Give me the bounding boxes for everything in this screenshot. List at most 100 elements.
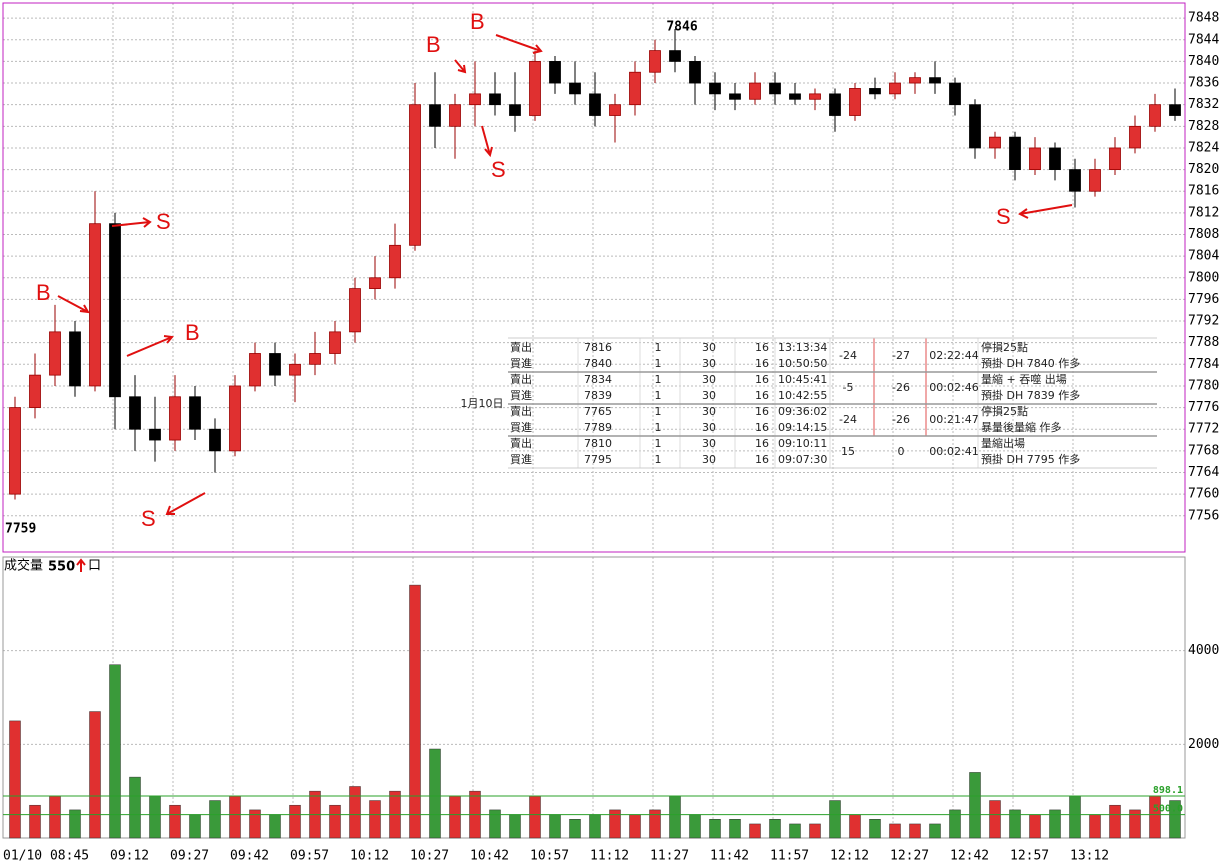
table-cell: 16: [755, 437, 769, 450]
y-tick-label: 7840: [1188, 54, 1219, 69]
volume-bar: [49, 795, 61, 839]
volume-bar: [1069, 795, 1081, 839]
annotation: B: [36, 280, 51, 305]
volume-bar: [709, 819, 721, 839]
table-cell: 買進: [510, 357, 532, 370]
volume-bar: [629, 814, 641, 839]
x-tick-label: 12:12: [830, 849, 869, 864]
candle-body: [1069, 169, 1081, 192]
candle-body: [449, 104, 461, 127]
y-tick-label: 7772: [1188, 422, 1219, 437]
table-note: 停損25點: [981, 404, 1028, 418]
table-cell: 1: [655, 421, 662, 434]
candle-body: [609, 104, 621, 116]
candle-body: [389, 244, 401, 279]
y-tick-label: 7836: [1188, 76, 1219, 91]
candle-body: [829, 93, 841, 116]
y-tick-label: 7824: [1188, 140, 1219, 155]
volume-bar: [149, 795, 161, 839]
table-note: 停損25點: [981, 340, 1028, 354]
volume-bar: [109, 664, 121, 839]
y-tick-label: 7756: [1188, 508, 1219, 523]
grid: [3, 3, 1185, 838]
candle-body: [929, 77, 941, 84]
table-cell: 買進: [510, 421, 532, 434]
annotations: B S B S B B S S: [36, 9, 1073, 531]
arrow: [481, 125, 493, 158]
x-tick-label: 11:57: [770, 849, 809, 864]
volume-bar: [89, 711, 101, 839]
y-tick-label: 7844: [1188, 32, 1219, 47]
candle-body: [969, 104, 981, 149]
table-cell: 00:21:47: [929, 413, 978, 426]
x-tick-label: 01/10 08:45: [3, 849, 89, 864]
volume-bar: [529, 795, 541, 839]
annotation: S: [141, 506, 156, 531]
volume-bar: [609, 809, 621, 839]
candle-body: [1169, 104, 1181, 116]
table-cell: 16: [755, 389, 769, 402]
candle-body: [669, 50, 681, 62]
y-tick-label: 7800: [1188, 270, 1219, 285]
table-cell: 7840: [584, 357, 612, 370]
volume-bar: [1129, 809, 1141, 839]
candle-body: [1109, 147, 1121, 170]
table-cell: 30: [702, 373, 716, 386]
table-cell: 09:10:11: [778, 437, 827, 450]
volume-bar: [189, 814, 201, 839]
y-tick-label: 7816: [1188, 184, 1219, 199]
table-cell: 16: [755, 357, 769, 370]
volume-bar: [889, 823, 901, 839]
table-cell: 買進: [510, 389, 532, 402]
volume-bar: [1149, 795, 1161, 839]
y-tick-label: 7828: [1188, 119, 1219, 134]
candle-body: [649, 50, 661, 73]
candle-body: [369, 277, 381, 289]
candle-body: [809, 93, 821, 100]
volume-bar: [689, 814, 701, 839]
candle-body: [869, 88, 881, 95]
table-cell: 16: [755, 373, 769, 386]
table-cell: 00:02:41: [929, 445, 978, 458]
volume-bar: [449, 795, 461, 839]
volume-bar: [589, 814, 601, 839]
volume-bar: [269, 814, 281, 839]
candle-body: [1149, 104, 1161, 127]
x-tick-label: 10:57: [530, 849, 569, 864]
y-tick-label: 7796: [1188, 292, 1219, 307]
table-note: 預掛 DH 7839 作多: [981, 388, 1080, 402]
x-tick-label: 10:27: [410, 849, 449, 864]
y-tick-label: 7848: [1188, 11, 1219, 26]
candle-body: [1029, 147, 1041, 170]
table-cell: -26: [892, 381, 910, 394]
candle-body: [149, 428, 161, 441]
volume-bar: [729, 819, 741, 839]
table-cell: 賣出: [510, 372, 532, 386]
volume-title: 成交量: [4, 558, 43, 574]
volume-bar: [369, 800, 381, 839]
table-cell: 0: [898, 445, 905, 458]
candle-body: [1049, 147, 1061, 170]
table-cell: 1: [655, 389, 662, 402]
x-tick-label: 13:12: [1070, 849, 1109, 864]
candle-body: [529, 61, 541, 116]
volume-bar: [569, 819, 581, 839]
volume-bar: [969, 772, 981, 839]
volume-bar: [329, 804, 341, 839]
y-tick-label: 7780: [1188, 378, 1219, 393]
high-price-label: 7846: [666, 20, 697, 35]
table-cell: 7789: [584, 421, 612, 434]
y-tick-label: 7808: [1188, 227, 1219, 242]
table-note: 量縮 + 吞噬 出場: [981, 372, 1067, 386]
volume-bar: [1089, 814, 1101, 839]
volume-bar: [1009, 809, 1021, 839]
candle-body: [589, 93, 601, 116]
table-cell: 7834: [584, 373, 612, 386]
table-cell: 7816: [584, 341, 612, 354]
y-tick-label: 7792: [1188, 314, 1219, 329]
table-cell: 09:36:02: [778, 405, 827, 418]
table-cell: 16: [755, 405, 769, 418]
volume-bar: [869, 819, 881, 839]
table-cell: 30: [702, 437, 716, 450]
annotation: B: [185, 320, 200, 345]
